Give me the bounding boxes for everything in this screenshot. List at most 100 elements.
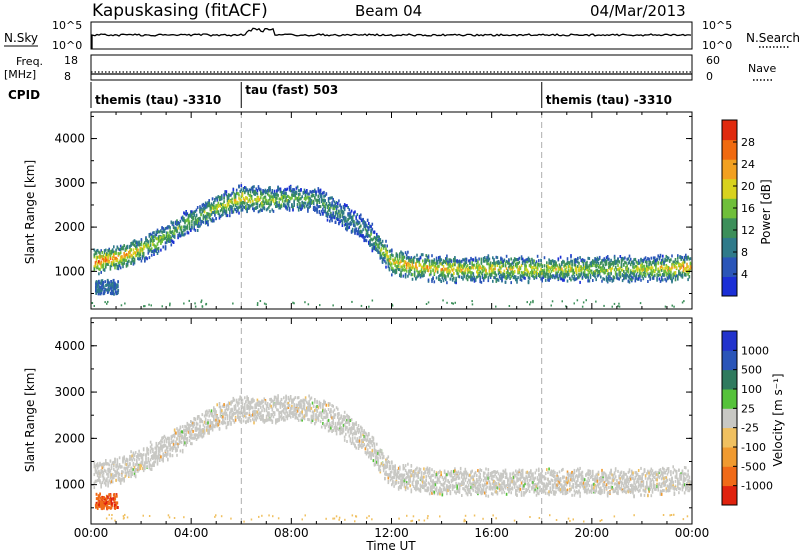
- range-cell: [317, 189, 320, 193]
- range-cell: [399, 256, 401, 260]
- range-cell: [526, 272, 529, 276]
- range-cell: [443, 260, 446, 264]
- range-cell: [307, 303, 310, 306]
- range-cell: [205, 303, 207, 306]
- range-cell: [171, 239, 174, 243]
- range-cell: [150, 464, 153, 468]
- range-cell: [247, 401, 249, 405]
- range-cell: [550, 262, 553, 266]
- range-cell: [199, 217, 201, 221]
- range-cell: [196, 218, 199, 222]
- range-cell: [200, 222, 202, 226]
- range-cell: [224, 204, 226, 207]
- range-cell: [100, 482, 102, 486]
- range-cell: [428, 273, 431, 277]
- range-cell: [683, 255, 686, 259]
- range-cell: [471, 265, 473, 269]
- range-cell: [98, 260, 100, 264]
- range-cell: [581, 260, 584, 264]
- range-cell: [201, 210, 204, 214]
- range-cell: [482, 269, 485, 273]
- range-cell: [363, 239, 365, 243]
- range-cell: [440, 268, 442, 272]
- range-cell: [303, 188, 306, 192]
- range-cell: [99, 474, 101, 478]
- range-cell: [361, 230, 363, 234]
- range-cell: [478, 268, 480, 272]
- range-cell: [628, 280, 631, 284]
- range-cell: [686, 257, 688, 261]
- range-cell: [125, 252, 128, 256]
- range-cell: [162, 245, 164, 249]
- range-cell: [106, 291, 109, 294]
- range-cell: [683, 272, 686, 276]
- range-cell: [403, 261, 406, 264]
- range-cell: [118, 248, 121, 252]
- range-cell: [416, 253, 418, 257]
- range-cell: [490, 264, 493, 268]
- range-cell: [431, 278, 433, 282]
- range-cell: [590, 260, 593, 264]
- range-cell: [170, 446, 173, 450]
- range-cell: [296, 202, 299, 206]
- range-cell: [188, 299, 190, 302]
- range-cell: [689, 257, 692, 261]
- range-cell: [307, 203, 309, 207]
- range-cell: [153, 239, 155, 242]
- range-cell: [258, 187, 261, 191]
- range-cell: [98, 250, 100, 254]
- range-cell: [246, 404, 248, 408]
- range-cell: [117, 252, 120, 255]
- range-cell: [216, 414, 218, 418]
- range-cell: [432, 269, 434, 273]
- range-cell: [107, 462, 109, 466]
- range-cell: [579, 280, 581, 284]
- range-cell: [247, 206, 249, 210]
- range-cell: [193, 213, 195, 217]
- range-cell: [184, 424, 186, 428]
- range-cell: [502, 264, 504, 268]
- range-cell: [614, 272, 617, 276]
- range-cell: [380, 241, 383, 245]
- range-cell: [439, 257, 441, 261]
- range-cell: [276, 193, 278, 197]
- range-cell: [107, 469, 109, 472]
- range-cell: [463, 264, 465, 268]
- range-cell: [93, 473, 96, 477]
- range-cell: [446, 254, 448, 258]
- range-cell: [146, 451, 148, 455]
- range-cell: [99, 262, 101, 266]
- range-cell: [497, 272, 500, 276]
- range-cell: [175, 221, 177, 225]
- range-cell: [192, 429, 194, 433]
- range-cell: [113, 255, 115, 258]
- range-cell: [513, 258, 516, 262]
- range-cell: [635, 267, 638, 271]
- range-cell: [312, 199, 315, 203]
- range-cell: [156, 237, 159, 241]
- range-cell: [623, 277, 625, 281]
- range-cell: [147, 240, 150, 244]
- range-cell: [183, 302, 185, 305]
- range-cell: [125, 463, 128, 466]
- range-cell: [343, 223, 346, 227]
- range-cell: [173, 235, 176, 239]
- range-cell: [358, 221, 361, 225]
- range-cell: [134, 475, 137, 479]
- range-cell: [549, 274, 552, 278]
- range-cell: [131, 257, 133, 261]
- range-cell: [95, 291, 98, 295]
- range-cell: [288, 208, 291, 212]
- range-cell: [633, 266, 635, 270]
- range-cell: [227, 207, 230, 211]
- range-cell: [139, 467, 141, 470]
- range-cell: [129, 244, 131, 248]
- range-cell: [256, 206, 259, 209]
- range-cell: [420, 271, 423, 275]
- range-cell: [348, 215, 351, 219]
- range-cell: [601, 269, 603, 273]
- range-cell: [510, 262, 512, 266]
- range-cell: [404, 251, 407, 255]
- range-cell: [246, 411, 248, 415]
- range-cell: [667, 271, 670, 275]
